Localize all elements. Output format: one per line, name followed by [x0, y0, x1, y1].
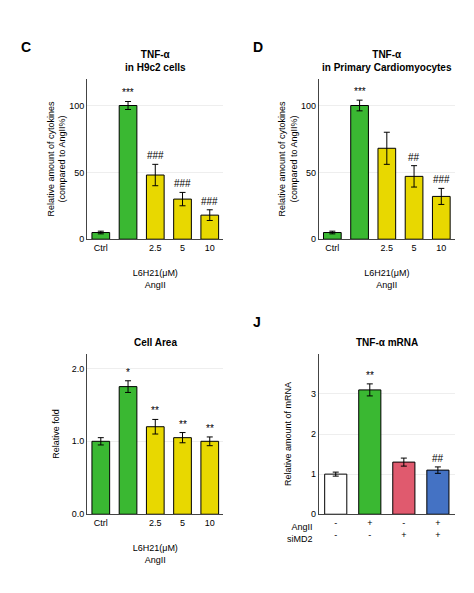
svg-text:###: ### — [433, 174, 450, 185]
svg-text:**: ** — [366, 370, 374, 381]
svg-text:2: 2 — [311, 429, 316, 439]
svg-text:L6H21(μM)AngII: L6H21(μM)AngII — [133, 543, 178, 565]
svg-text:D: D — [253, 39, 263, 55]
svg-text:***: *** — [354, 86, 366, 97]
svg-text:100: 100 — [301, 101, 316, 111]
svg-text:-+: -+ — [401, 518, 406, 540]
svg-text:Ctrl: Ctrl — [94, 243, 108, 253]
svg-text:3: 3 — [311, 389, 316, 399]
svg-text:TNF-αin Primary Cardiomyocytes: TNF-αin Primary Cardiomyocytes — [322, 49, 452, 73]
svg-text:L6H21(μM)AngII: L6H21(μM)AngII — [133, 268, 178, 290]
svg-text:Relative amount of cytokines(c: Relative amount of cytokines(compared to… — [46, 101, 68, 217]
svg-text:Ctrl: Ctrl — [94, 518, 108, 528]
svg-text:Relative amount of cytokines(c: Relative amount of cytokines(compared to… — [277, 101, 299, 217]
svg-text:###: ### — [201, 196, 218, 207]
svg-text:2.5: 2.5 — [381, 243, 394, 253]
svg-text:5: 5 — [180, 518, 185, 528]
svg-text:0.0: 0.0 — [72, 509, 85, 519]
svg-text:***: *** — [122, 87, 134, 98]
svg-text:J: J — [253, 314, 261, 330]
svg-text:**: ** — [179, 419, 187, 430]
svg-text:+-: +- — [367, 518, 372, 540]
svg-text:1.0: 1.0 — [72, 436, 85, 446]
svg-text:--: -- — [334, 518, 337, 540]
svg-text:1: 1 — [311, 469, 316, 479]
svg-text:Relative fold: Relative fold — [51, 409, 61, 459]
svg-text:100: 100 — [69, 101, 84, 111]
svg-text:##: ## — [408, 152, 420, 163]
svg-text:0: 0 — [79, 234, 84, 244]
svg-text:AngIIsiMD2: AngIIsiMD2 — [287, 522, 313, 544]
svg-text:10: 10 — [205, 518, 215, 528]
svg-text:Ctrl: Ctrl — [325, 243, 339, 253]
svg-text:Cell Area: Cell Area — [134, 337, 177, 348]
svg-text:50: 50 — [306, 168, 316, 178]
svg-text:10: 10 — [205, 243, 215, 253]
svg-text:**: ** — [206, 423, 214, 434]
svg-text:TNF-αin H9c2 cells: TNF-αin H9c2 cells — [125, 49, 186, 73]
svg-text:50: 50 — [74, 168, 84, 178]
svg-text:2.5: 2.5 — [149, 243, 162, 253]
svg-text:5: 5 — [180, 243, 185, 253]
svg-text:2.0: 2.0 — [72, 364, 85, 374]
svg-text:0: 0 — [311, 234, 316, 244]
svg-text:**: ** — [151, 405, 159, 416]
svg-text:10: 10 — [436, 243, 446, 253]
svg-text:###: ### — [174, 178, 191, 189]
svg-text:L6H21(μM)AngII: L6H21(μM)AngII — [364, 268, 409, 290]
svg-text:2.5: 2.5 — [149, 518, 162, 528]
svg-text:###: ### — [147, 150, 164, 161]
svg-text:5: 5 — [412, 243, 417, 253]
svg-text:##: ## — [432, 453, 444, 464]
svg-text:*: * — [126, 367, 130, 378]
svg-text:0: 0 — [311, 509, 316, 519]
svg-text:++: ++ — [435, 518, 440, 540]
svg-text:C: C — [21, 39, 31, 55]
svg-text:Relative amount of mRNA: Relative amount of mRNA — [283, 382, 293, 486]
svg-text:TNF-α mRNA: TNF-α mRNA — [356, 337, 418, 348]
